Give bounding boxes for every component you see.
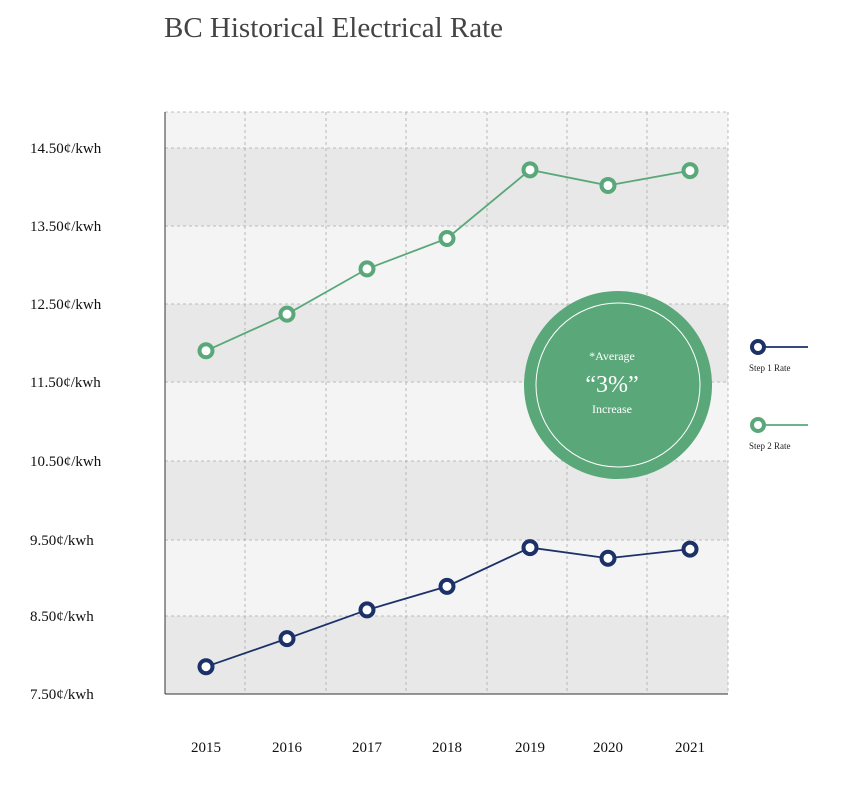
average-increase-ring: [535, 302, 701, 468]
y-tick-label: 10.50¢/kwh: [30, 454, 102, 470]
plot-band: [165, 148, 728, 226]
average-label: *Average: [589, 349, 635, 363]
legend-label: Step 1 Rate: [749, 363, 791, 373]
data-point: [438, 577, 456, 595]
data-point: [358, 601, 376, 619]
data-point: [599, 176, 617, 194]
legend-marker: [750, 417, 766, 433]
legend-label: Step 2 Rate: [749, 441, 791, 451]
x-tick-label: 2018: [432, 740, 462, 756]
data-point: [278, 630, 296, 648]
y-tick-label: 13.50¢/kwh: [30, 219, 102, 235]
average-value: “3%”: [585, 372, 638, 398]
y-tick-label: 11.50¢/kwh: [30, 375, 101, 391]
data-point: [438, 229, 456, 247]
x-tick-label: 2016: [272, 740, 303, 756]
page-title: BC Historical Electrical Rate: [164, 12, 504, 44]
data-point: [681, 540, 699, 558]
data-point: [521, 539, 539, 557]
data-point: [197, 658, 215, 676]
data-point: [278, 305, 296, 323]
y-tick-label: 8.50¢/kwh: [30, 609, 94, 625]
average-increase-circle: [524, 291, 712, 479]
y-tick-label: 7.50¢/kwh: [30, 687, 94, 703]
data-point: [358, 260, 376, 278]
x-tick-label: 2017: [352, 740, 383, 756]
x-tick-label: 2020: [593, 740, 623, 756]
data-point: [521, 161, 539, 179]
increase-label: Increase: [592, 402, 632, 416]
y-tick-label: 9.50¢/kwh: [30, 533, 94, 549]
x-tick-label: 2021: [675, 740, 705, 756]
x-tick-label: 2015: [191, 740, 221, 756]
data-point: [599, 549, 617, 567]
data-point: [681, 162, 699, 180]
y-tick-label: 12.50¢/kwh: [30, 297, 102, 313]
y-tick-label: 14.50¢/kwh: [30, 141, 102, 157]
plot-band: [165, 616, 728, 694]
x-tick-label: 2019: [515, 740, 545, 756]
data-point: [197, 342, 215, 360]
legend-marker: [750, 339, 766, 355]
